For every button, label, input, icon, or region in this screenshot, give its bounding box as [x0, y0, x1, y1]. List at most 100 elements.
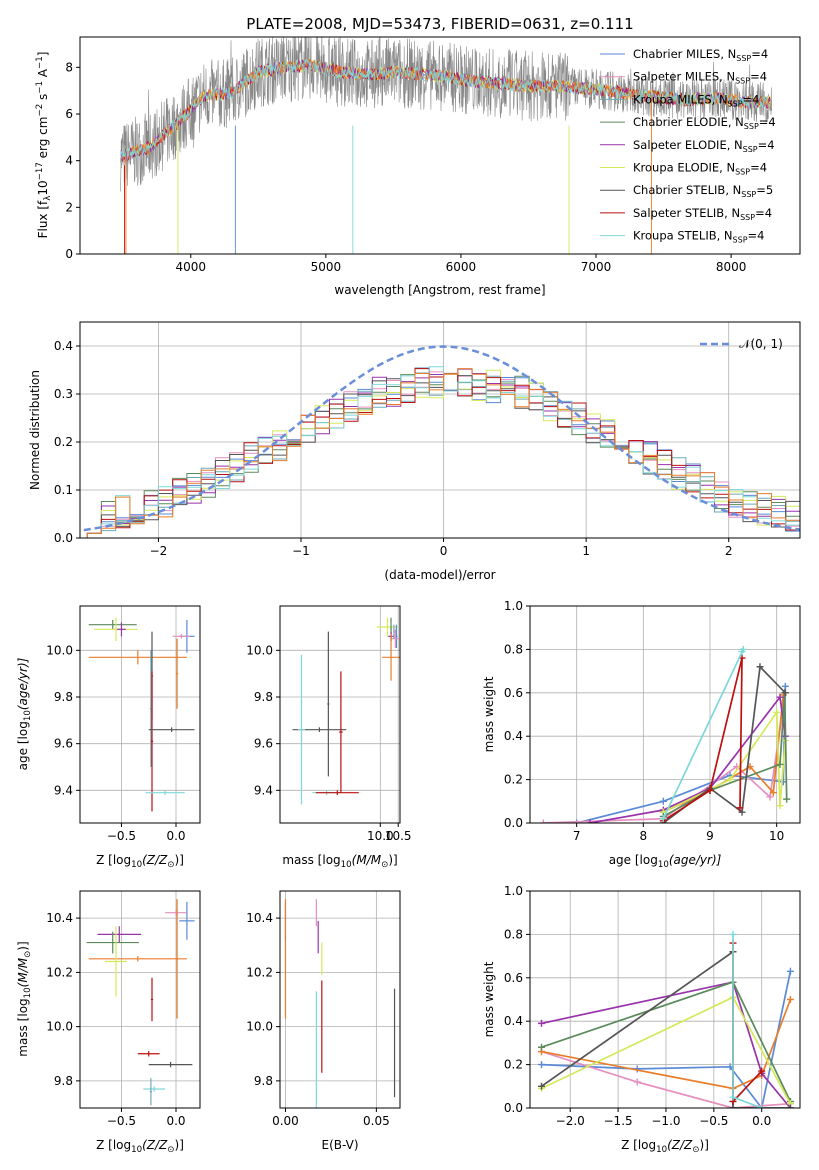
- x-tick-label: 7000: [581, 260, 612, 274]
- plot-area: [120, 37, 772, 254]
- x-tick-label: −0.5: [107, 829, 136, 843]
- x-tick-label: −0.5: [699, 1114, 728, 1128]
- axes-frame: [79, 321, 801, 539]
- legend-entry: Chabrier STELIB, NSSP=5: [633, 183, 773, 199]
- error-bar: [327, 631, 330, 777]
- weight-marker: [776, 693, 784, 701]
- x-tick-label: 0.0: [166, 1114, 185, 1128]
- legend-entry: Kroupa MILES, NSSP=4: [633, 92, 759, 108]
- weight-marker: [736, 804, 744, 812]
- legend-entry: Kroupa STELIB, NSSP=4: [633, 229, 764, 245]
- x-axis-label: Z [log10(Z/Z⊙)]: [96, 853, 184, 870]
- x-tick-label: −2.0: [556, 1114, 585, 1128]
- error-bar: [376, 617, 399, 637]
- error-bar: [143, 1086, 166, 1092]
- legend: Chabrier MILES, NSSP=4 Salpeter MILES, NS…: [600, 47, 776, 245]
- y-tick-label: 2: [65, 200, 73, 214]
- y-tick-label: 0.4: [504, 1014, 523, 1028]
- x-tick-label: 0.0: [752, 1114, 771, 1128]
- weight-marker: [786, 967, 794, 975]
- plot-area: [284, 899, 396, 1108]
- weight-marker: [786, 1104, 794, 1108]
- y-axis-label: mass weight: [482, 676, 496, 752]
- y-tick-label: 1.0: [504, 884, 523, 898]
- y-tick-label: 0.2: [54, 435, 73, 449]
- error-bar: [149, 1078, 152, 1106]
- weight-marker: [659, 815, 667, 823]
- weight-line: [541, 1050, 791, 1108]
- axes-frame: [79, 36, 801, 255]
- x-tick-label: 10: [769, 829, 784, 843]
- x-tick-label: −1.5: [604, 1114, 633, 1128]
- error-bar: [339, 671, 343, 793]
- weight-marker: [758, 1067, 766, 1075]
- plot-area: [292, 617, 400, 805]
- x-tick-label: −0.5: [107, 1114, 136, 1128]
- plot-area: [86, 899, 195, 1106]
- error-bar: [137, 1051, 160, 1057]
- weight-marker: [773, 708, 781, 716]
- y-tick-label: 9.8: [254, 690, 273, 704]
- legend-entry: Chabrier ELODIE, NSSP=4: [633, 115, 776, 131]
- axes-frame: [279, 605, 401, 824]
- x-tick-label: 0.00: [272, 1114, 299, 1128]
- x-tick-label: 7: [573, 829, 581, 843]
- y-tick-label: 0.4: [54, 339, 73, 353]
- error-bar: [391, 629, 399, 648]
- x-tick-label: 4000: [175, 260, 206, 274]
- y-tick-label: 4: [65, 154, 73, 168]
- panel-weight_vs_Z: −2.0 −1.5 −1.0 −0.5 0.0 0.0 0.2 0.4 0.6 0.8 1.0 mas…: [482, 884, 801, 1155]
- weight-marker: [537, 1061, 545, 1069]
- axes-frame: [79, 605, 201, 824]
- y-tick-label: 9.6: [54, 737, 73, 751]
- x-axis-label: Z [log10(Z/Z⊙)]: [621, 1138, 709, 1155]
- error-bar: [150, 671, 154, 812]
- error-bar: [88, 956, 187, 962]
- error-bar: [176, 638, 179, 709]
- legend-entry: Kroupa ELODIE, NSSP=4: [633, 161, 767, 177]
- legend: 𝒩(0, 1): [700, 337, 783, 351]
- x-tick-label: −1.0: [651, 1114, 680, 1128]
- error-bar: [315, 790, 359, 795]
- gaussian-curve: [80, 345, 800, 532]
- weight-marker: [781, 682, 789, 690]
- legend-entry: Chabrier MILES, NSSP=4: [633, 47, 768, 63]
- x-tick-label: 8000: [716, 260, 747, 274]
- weight-line: [541, 950, 791, 1108]
- y-tick-label: 9.8: [254, 1074, 273, 1088]
- error-bar: [297, 655, 306, 805]
- x-tick-label: 5000: [311, 260, 342, 274]
- axes-frame: [279, 890, 401, 1109]
- y-tick-label: 0: [65, 247, 73, 261]
- y-tick-label: 9.6: [254, 737, 273, 751]
- weight-marker: [729, 1093, 737, 1101]
- error-bar: [105, 926, 127, 997]
- axes-frame: [79, 890, 201, 1109]
- error-bar: [94, 617, 138, 641]
- weight-line: [541, 981, 792, 1108]
- y-tick-label: 0.8: [504, 642, 523, 656]
- weight-line: [662, 657, 743, 822]
- y-tick-label: 10.2: [46, 965, 73, 979]
- plot-area: [80, 345, 800, 538]
- x-tick-label: −1: [292, 544, 310, 558]
- x-axis-label: E(B-V): [321, 1138, 358, 1152]
- x-tick-label: 1: [582, 544, 590, 558]
- weight-marker: [586, 819, 594, 823]
- weight-marker: [769, 789, 777, 797]
- figure-title: PLATE=2008, MJD=53473, FIBERID=0631, z=0…: [246, 15, 633, 33]
- axes-frame: [529, 605, 801, 824]
- y-axis-label: mass [log10(M/M⊙)]: [16, 941, 33, 1056]
- error-bar: [88, 650, 187, 665]
- x-tick-label: 10.5: [385, 829, 412, 843]
- error-bar: [176, 899, 179, 1019]
- y-tick-label: 10.0: [246, 1020, 273, 1034]
- y-tick-label: 9.4: [254, 783, 273, 797]
- weight-marker: [786, 996, 794, 1003]
- y-tick-label: 10.4: [46, 911, 73, 925]
- legend-entry: Salpeter MILES, NSSP=4: [633, 70, 767, 86]
- panel-mass_vs_Z: −0.5 0.0 9.8 10.0 10.2 10.4 Z [log10(Z/Z⊙)] mas…: [16, 890, 201, 1155]
- weight-marker: [726, 776, 734, 784]
- y-tick-label: 9.8: [54, 1074, 73, 1088]
- weight-marker: [781, 689, 789, 697]
